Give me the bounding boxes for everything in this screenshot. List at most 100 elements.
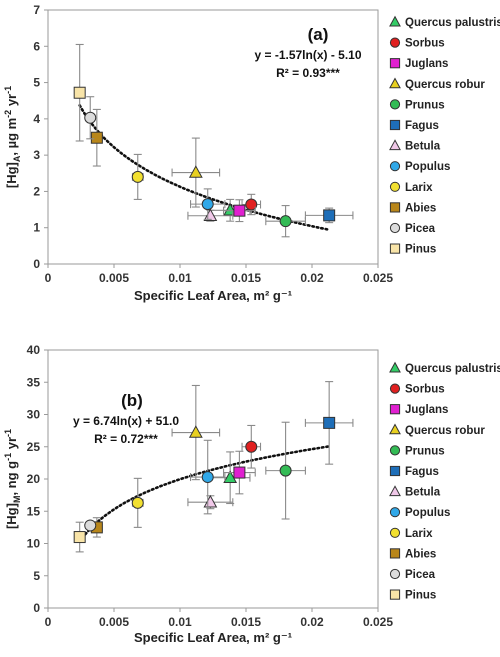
legend-item-betula: Betula (389, 485, 441, 499)
legend-marker-populus (389, 161, 401, 172)
trend-equation: y = -1.57ln(x) - 5.10 (254, 48, 361, 62)
marker-larix (131, 496, 144, 509)
legend-item-quercus-palustris: Quercus palustris (389, 15, 500, 29)
legend-label: Juglans (405, 58, 448, 70)
legend-item-abies: Abies (389, 202, 436, 214)
data-point-picea (84, 96, 97, 140)
legend-item-populus: Populus (389, 161, 450, 173)
marker-quercus-robur (188, 425, 203, 438)
legend-item-quercus-robur: Quercus robur (389, 77, 485, 91)
x-tick-label: 0.02 (300, 271, 324, 285)
legend-marker-fagus (389, 465, 401, 477)
y-tick-label: 40 (27, 343, 41, 357)
trendline (78, 445, 331, 543)
legend-marker-abies (389, 202, 401, 213)
y-axis-label-part: [Hg] (4, 503, 19, 529)
x-tick-label: 0.005 (99, 271, 129, 285)
legend-label: Fagus (405, 120, 439, 132)
legend-marker-picea (389, 568, 401, 580)
legend-item-larix: Larix (389, 181, 433, 194)
data-point-juglans (223, 450, 256, 495)
data-point-populus (190, 188, 226, 220)
x-tick-label: 0 (45, 271, 52, 285)
trend-equation: y = 6.74ln(x) + 51.0 (73, 414, 179, 428)
chart-panel-a: 0 1 2 3 4 5 6 7 0 0.005 0.01 0.015 0.02 0.025 Specific… (3, 3, 500, 303)
marker-juglans (233, 466, 246, 479)
marker-picea (84, 519, 97, 532)
legend-marker-juglans (389, 404, 401, 415)
plot-area (47, 9, 379, 265)
data-point-pinus (73, 521, 86, 553)
y-tick-label: 3 (33, 148, 40, 162)
legend-marker-sorbus (389, 383, 401, 394)
x-tick-label: 0.015 (231, 615, 261, 629)
y-axis-label-part: A (12, 155, 22, 162)
data-point-juglans (223, 199, 256, 223)
y-tick-label: 15 (27, 504, 41, 518)
legend-marker-larix (389, 527, 401, 538)
x-tick-label: 0.025 (363, 271, 393, 285)
x-tick-label: 0.025 (363, 615, 393, 629)
legend-label: Quercus robur (405, 425, 485, 437)
legend-marker-sorbus (389, 37, 401, 48)
y-tick-label: 20 (27, 472, 41, 486)
legend-marker-picea (389, 222, 401, 234)
data-point-sorbus (241, 424, 262, 469)
x-tick-label: 0.01 (168, 271, 192, 285)
marker-juglans (233, 204, 246, 217)
legend-item-betula: Betula (389, 139, 441, 153)
x-tick-label: 0.02 (300, 615, 324, 629)
legend-item-quercus-palustris: Quercus palustris (389, 361, 500, 375)
legend-item-picea: Picea (389, 568, 436, 581)
data-point-fagus (304, 207, 354, 224)
legend-marker-quercus-palustris (389, 361, 401, 373)
x-tick-label: 0.005 (99, 615, 129, 629)
legend-label: Betula (405, 487, 441, 499)
y-tick-label: 0 (33, 257, 40, 271)
marker-fagus (323, 209, 336, 222)
legend-marker-juglans (389, 58, 401, 69)
legend-label: Sorbus (405, 38, 445, 50)
marker-prunus (279, 464, 292, 477)
marker-quercus-palustris (223, 470, 238, 483)
legend-marker-quercus-palustris (389, 15, 401, 27)
r-squared: R² = 0.72*** (94, 432, 158, 446)
legend-marker-quercus-robur (389, 77, 401, 89)
legend-marker-betula (389, 485, 401, 497)
legend-item-pinus: Pinus (389, 243, 436, 256)
legend-item-juglans: Juglans (389, 404, 448, 416)
data-point-picea (84, 519, 97, 532)
marker-quercus-robur (188, 165, 203, 178)
y-tick-label: 7 (33, 3, 40, 17)
y-tick-label: 0 (33, 601, 40, 615)
legend-item-juglans: Juglans (389, 58, 448, 70)
y-tick-label: 1 (33, 221, 40, 235)
y-tick-label: 35 (27, 375, 41, 389)
legend-label: Juglans (405, 404, 448, 416)
legend-item-fagus: Fagus (389, 119, 439, 132)
y-axis-label-part: [Hg] (4, 162, 19, 188)
legend-item-quercus-robur: Quercus robur (389, 423, 485, 437)
y-axis-label-part: -1 (3, 86, 13, 94)
marker-populus (201, 198, 214, 211)
legend-label: Picea (405, 569, 436, 581)
legend-label: Pinus (405, 590, 436, 602)
marker-larix (131, 170, 144, 183)
y-tick-label: 30 (27, 408, 41, 422)
y-tick-label: 10 (27, 537, 41, 551)
legend-item-picea: Picea (389, 222, 436, 235)
marker-sorbus (245, 198, 258, 211)
data-point-quercus-robur (171, 137, 221, 208)
y-axis-label-part: , ng g (4, 461, 19, 496)
y-tick-label: 4 (33, 112, 40, 126)
marker-betula (203, 494, 218, 508)
data-point-larix (131, 153, 144, 200)
trendline (78, 104, 331, 232)
data-point-betula (187, 494, 234, 510)
chart-panel-b: 0 5 10 15 20 25 30 35 40 0 0.005 0.01 0.015 0.02 0.025… (3, 343, 500, 645)
y-axis-label-part: yr (4, 94, 19, 110)
data-point-pinus (73, 43, 86, 142)
legend-item-pinus: Pinus (389, 589, 436, 602)
x-tick-label: 0 (45, 615, 52, 629)
